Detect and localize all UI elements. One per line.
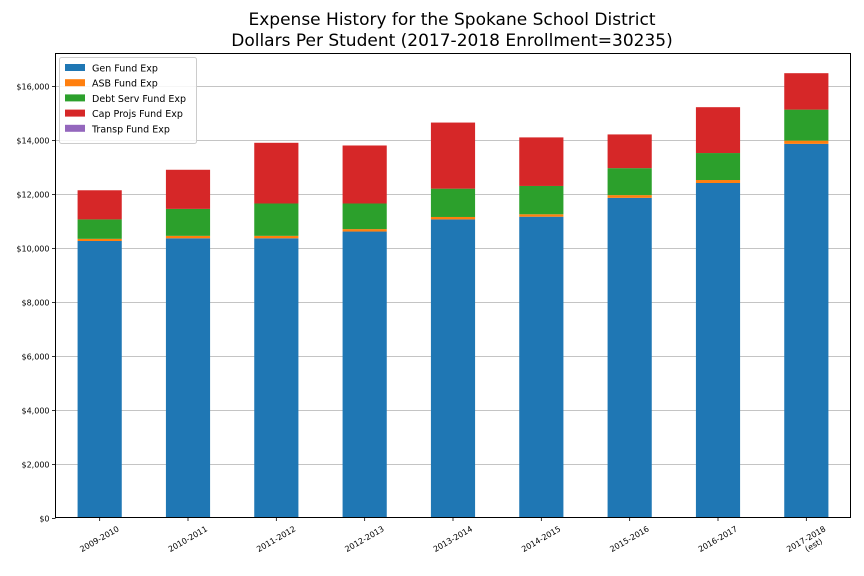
x-tick-label: 2011-2012 — [255, 524, 297, 554]
bar-segment — [342, 145, 387, 204]
x-tick-label: 2012-2013 — [343, 524, 385, 554]
y-tick-label: $2,000 — [22, 461, 50, 470]
bar-segment — [695, 182, 741, 518]
bar-segment — [784, 109, 829, 141]
legend: Gen Fund Exp ASB Fund Exp Debt Serv Fund E… — [59, 57, 197, 144]
legend-swatch — [65, 64, 85, 71]
x-tick-label: 2016-2017 — [697, 524, 739, 554]
bar-segment — [165, 169, 211, 209]
bar-segment — [607, 134, 652, 169]
bar-segment — [165, 238, 211, 518]
bar-segment — [254, 238, 299, 518]
bar-segment — [165, 208, 211, 236]
bar-segment — [165, 235, 211, 239]
bar-segment — [254, 142, 299, 204]
legend-swatch — [65, 124, 85, 132]
bars — [77, 73, 829, 518]
x-tick-label: 2010-2011 — [167, 524, 209, 554]
bar-segment — [784, 143, 829, 518]
bar-segment — [430, 219, 476, 518]
legend-label: Debt Serv Fund Exp — [92, 94, 186, 105]
bar-segment — [342, 229, 387, 232]
y-tick-label: $16,000 — [16, 83, 49, 92]
bar-segment — [430, 216, 476, 220]
y-tick-label: $14,000 — [16, 137, 49, 146]
x-tick-label: 2015-2016 — [608, 524, 650, 554]
x-tick-label: 2009-2010 — [78, 524, 120, 554]
x-tick-label: 2014-2015 — [520, 524, 562, 554]
bar-segment — [695, 107, 741, 154]
bar-segment — [342, 231, 387, 518]
chart-title-line-2: Dollars Per Student (2017-2018 Enrollmen… — [231, 31, 673, 51]
bar-segment — [254, 235, 299, 239]
legend-swatch — [65, 109, 85, 117]
bar-segment — [607, 195, 652, 198]
bar-segment — [430, 188, 476, 217]
legend-label: Transp Fund Exp — [91, 124, 170, 135]
bar-segment — [695, 153, 741, 181]
x-tick-label: 2013-2014 — [432, 524, 474, 554]
bar-segment — [607, 197, 652, 518]
y-tick-label: $12,000 — [16, 191, 49, 200]
bar-segment — [77, 238, 122, 241]
y-tick-label: $8,000 — [22, 299, 50, 308]
bar-segment — [519, 137, 564, 186]
legend-label: Gen Fund Exp — [92, 64, 158, 75]
bar-segment — [519, 185, 564, 215]
bar-segment — [430, 122, 476, 189]
bar-segment — [607, 168, 652, 196]
y-tick-label: $4,000 — [22, 407, 50, 416]
legend-swatch — [65, 94, 85, 102]
bar-segment — [77, 219, 122, 239]
legend-label: ASB Fund Exp — [92, 79, 158, 90]
bar-segment — [77, 190, 122, 220]
bar-segment — [77, 240, 122, 518]
bar-segment — [784, 73, 829, 110]
legend-swatch — [65, 79, 85, 87]
legend-box — [59, 57, 197, 144]
bar-segment — [519, 214, 564, 217]
bar-segment — [519, 216, 564, 518]
bar-segment — [254, 203, 299, 236]
y-tick-label: $10,000 — [16, 245, 49, 254]
x-tick-label: 2017-2018(est) — [785, 524, 832, 561]
y-tick-label: $6,000 — [22, 353, 50, 362]
bar-segment — [695, 180, 741, 183]
y-tick-label: $0 — [39, 515, 49, 524]
chart-title-line-1: Expense History for the Spokane School D… — [249, 10, 656, 30]
bar-segment — [342, 203, 387, 230]
legend-label: Cap Projs Fund Exp — [92, 109, 183, 120]
bar-segment — [784, 140, 829, 144]
